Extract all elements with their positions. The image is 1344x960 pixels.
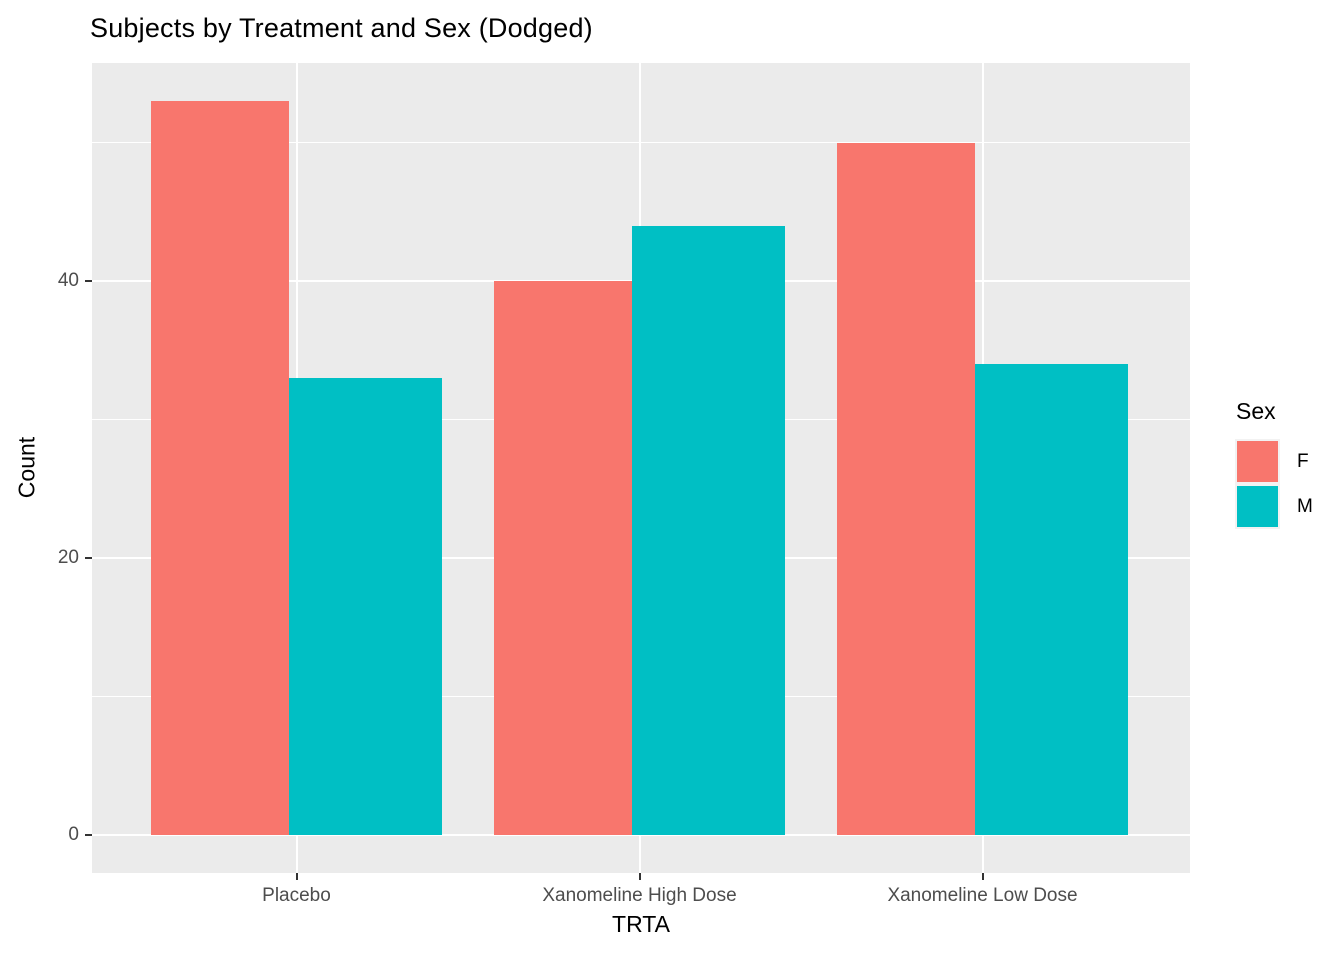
legend-label-m: M	[1297, 495, 1313, 517]
x-axis-title: TRTA	[612, 911, 670, 937]
x-tick-label-1: Placebo	[262, 885, 331, 906]
legend-swatch-f	[1237, 441, 1278, 482]
y-tick-mark-40	[85, 280, 92, 282]
bar-placebo-f	[151, 100, 289, 835]
legend-title: Sex	[1236, 398, 1276, 424]
bar-xanomeline-high-dose-m	[632, 225, 785, 835]
y-tick-label-0: 0	[68, 824, 79, 845]
gridline-major-y-0	[92, 834, 1190, 836]
legend-swatch-m	[1237, 486, 1278, 527]
x-tick-mark-2	[638, 873, 641, 880]
bar-xanomeline-low-dose-f	[837, 142, 975, 835]
bar-xanomeline-low-dose-m	[975, 364, 1128, 835]
legend-key-m	[1235, 484, 1280, 529]
legend-key-f	[1235, 439, 1280, 484]
bar-placebo-m	[289, 377, 442, 835]
legend-label-f: F	[1297, 450, 1309, 472]
y-axis-title: Count	[13, 436, 40, 499]
plot-panel	[92, 63, 1190, 873]
legend-entry-m: M	[1235, 484, 1313, 529]
gridline-minor-y-50	[92, 142, 1190, 143]
legend-entry-f: F	[1235, 439, 1313, 484]
x-tick-mark-3	[981, 873, 984, 880]
chart-title: Subjects by Treatment and Sex (Dodged)	[90, 13, 593, 43]
x-tick-mark-1	[295, 873, 298, 880]
y-tick-label-20: 20	[57, 547, 79, 568]
bar-xanomeline-high-dose-f	[494, 281, 632, 835]
x-tick-label-3: Xanomeline Low Dose	[887, 885, 1078, 906]
y-tick-mark-20	[85, 557, 92, 559]
y-tick-label-40: 40	[57, 270, 79, 291]
y-tick-mark-0	[85, 834, 92, 836]
x-tick-label-2: Xanomeline High Dose	[542, 885, 737, 906]
